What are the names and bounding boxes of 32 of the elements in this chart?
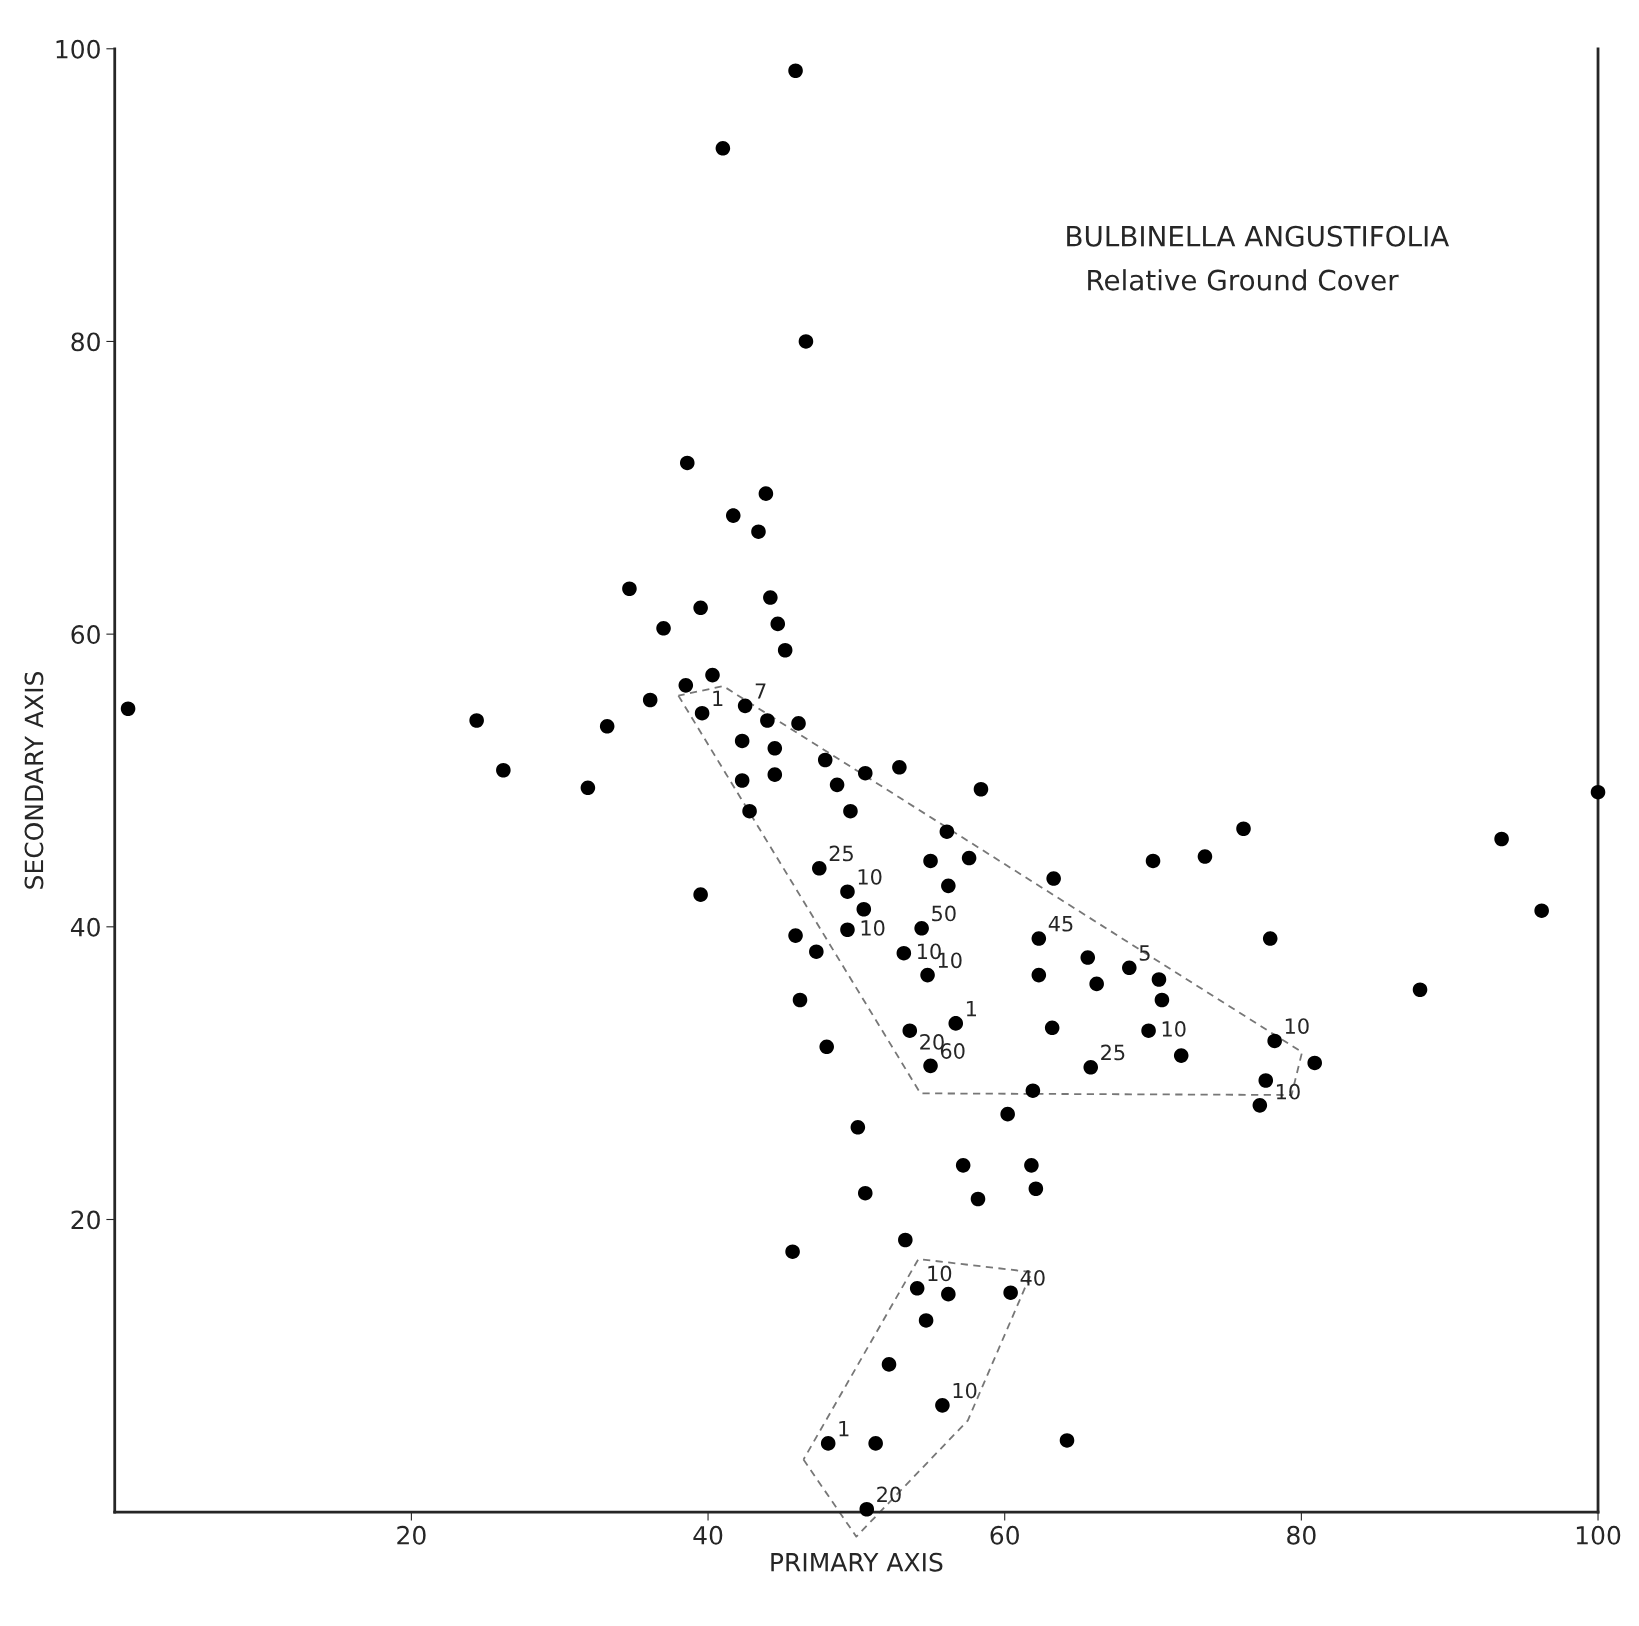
x-tick-label: 20 — [397, 1525, 426, 1545]
x-tick-label: 100 — [1576, 1525, 1621, 1545]
y-tick-label: 100 — [56, 39, 100, 59]
annotation: 10 — [928, 1265, 952, 1282]
annotation: 20 — [877, 1486, 901, 1503]
annotation: 1 — [713, 690, 723, 706]
x-axis-title: PRIMARY AXIS — [771, 1552, 943, 1572]
x-tick-label: 40 — [693, 1525, 723, 1545]
annotation: 10 — [861, 920, 885, 936]
y-tick-label: 20 — [71, 1210, 100, 1230]
annotation: 10 — [1162, 1021, 1186, 1037]
annotation: 7 — [755, 683, 766, 699]
annotation: 10 — [953, 1382, 977, 1399]
annotation: 40 — [1020, 1269, 1045, 1286]
y-tick-label: 60 — [71, 625, 100, 644]
annotation: 1 — [966, 1000, 976, 1017]
annotation: 10 — [858, 868, 882, 885]
y-tick-label: 80 — [71, 332, 100, 352]
text: Relative Ground Cover — [1088, 269, 1399, 291]
annotation: 10 — [1276, 1083, 1300, 1100]
x-tick-label: 60 — [990, 1525, 1019, 1545]
annotation: 10 — [1285, 1018, 1309, 1034]
annotation: 5 — [1139, 945, 1150, 961]
annotation: 1 — [839, 1420, 849, 1437]
annotation: 25 — [1101, 1044, 1125, 1061]
x-tick-label: 80 — [1287, 1525, 1316, 1545]
y-tick-label: 40 — [70, 917, 100, 937]
y-axis-title: SECONDARY AXIS — [24, 671, 44, 889]
text: BULBINELLA ANGUSTIFOLIA — [1067, 225, 1450, 247]
annotation: 50 — [932, 905, 956, 922]
annotation: 45 — [1048, 916, 1073, 932]
annotation: 25 — [829, 845, 853, 862]
